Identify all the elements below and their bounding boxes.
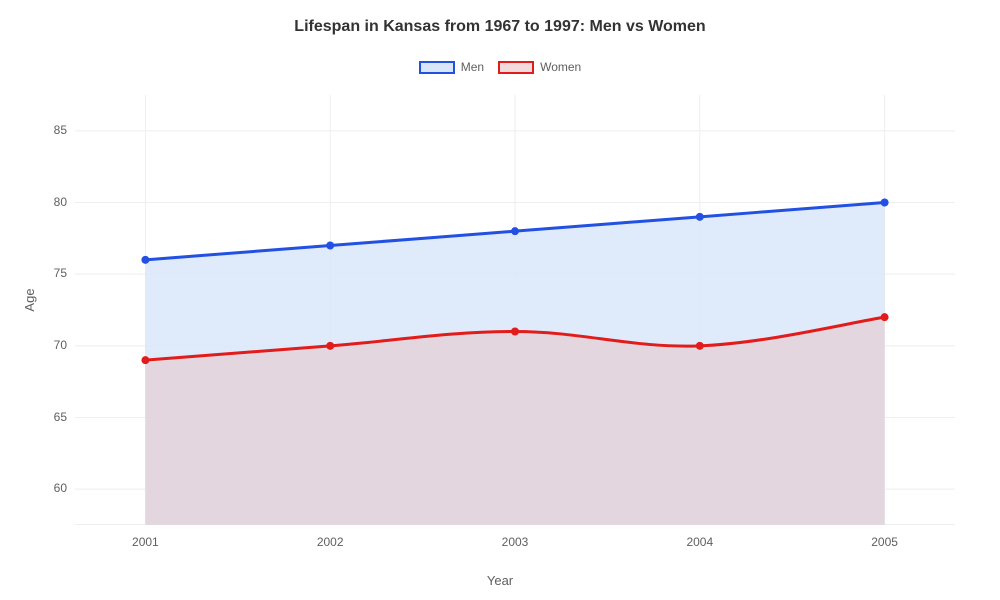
- x-axis-label: Year: [487, 573, 513, 588]
- plot-area: [75, 95, 955, 525]
- y-tick-label: 60: [54, 481, 67, 495]
- chart-title: Lifespan in Kansas from 1967 to 1997: Me…: [0, 18, 1000, 36]
- y-tick-label: 75: [54, 266, 67, 280]
- marker-men: [696, 213, 704, 221]
- marker-women: [326, 342, 334, 350]
- y-axis-label: Age: [22, 288, 37, 311]
- marker-men: [141, 256, 149, 264]
- legend-label-women: Women: [540, 60, 581, 74]
- x-tick-label: 2001: [132, 535, 159, 549]
- legend-label-men: Men: [461, 60, 484, 74]
- legend-swatch-men: [419, 61, 455, 74]
- legend-item-men: Men: [419, 60, 484, 74]
- marker-women: [511, 328, 519, 336]
- legend-item-women: Women: [498, 60, 581, 74]
- marker-men: [511, 227, 519, 235]
- marker-women: [881, 313, 889, 321]
- x-tick-label: 2004: [686, 535, 713, 549]
- marker-women: [141, 356, 149, 364]
- y-tick-label: 65: [54, 410, 67, 424]
- chart-container: Lifespan in Kansas from 1967 to 1997: Me…: [0, 0, 1000, 600]
- marker-men: [326, 242, 334, 250]
- y-tick-label: 85: [54, 123, 67, 137]
- marker-men: [881, 199, 889, 207]
- marker-women: [696, 342, 704, 350]
- x-tick-label: 2003: [502, 535, 529, 549]
- legend: Men Women: [0, 60, 1000, 74]
- y-tick-label: 70: [54, 338, 67, 352]
- legend-swatch-women: [498, 61, 534, 74]
- x-tick-label: 2005: [871, 535, 898, 549]
- x-tick-label: 2002: [317, 535, 344, 549]
- y-tick-label: 80: [54, 195, 67, 209]
